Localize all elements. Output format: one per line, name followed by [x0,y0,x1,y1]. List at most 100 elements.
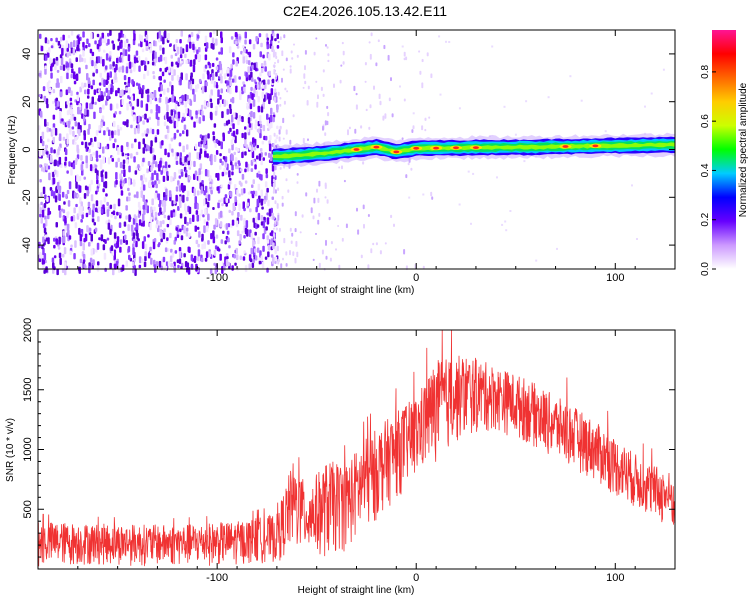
noise-cell [260,160,263,166]
snr-x-ticks: -100 0 100 [37,330,676,584]
noise-cell [142,184,146,191]
noise-cell [157,106,161,114]
noise-cell [94,164,98,168]
noise-cell [184,173,188,178]
noise-cell [214,218,218,226]
noise-cell [86,73,89,81]
noise-cell [117,129,120,136]
noise-cell [72,139,75,145]
noise-cell [250,71,253,79]
noise-cell [210,43,213,49]
noise-cell [100,91,103,96]
noise-cell [48,172,51,181]
noise-cell [132,232,136,241]
noise-cell [158,242,161,246]
noise-cell [159,220,162,228]
noise-cell [364,62,367,66]
noise-cell [179,152,182,159]
noise-cell [251,262,255,268]
noise-cell [38,149,42,157]
noise-cell [273,171,276,178]
noise-cell [266,217,270,225]
noise-cell [220,31,223,39]
noise-cell [164,56,168,65]
noise-cell [242,55,245,64]
noise-cell [236,45,240,49]
noise-cell [150,109,153,114]
noise-cell [322,69,325,73]
noise-cell [92,259,95,266]
noise-cell [254,81,258,85]
noise-cell [259,72,262,77]
noise-cell [147,252,151,259]
noise-cell [98,125,101,131]
noise-cell [206,169,210,178]
noise-cell [143,261,147,268]
noise-cell [83,176,86,180]
noise-cell [272,112,275,115]
noise-cell [81,214,84,219]
noise-cell [273,238,276,241]
noise-cell [210,233,213,240]
noise-cell [232,52,235,58]
noise-cell [274,62,276,64]
noise-cell [171,152,175,157]
noise-cell [121,99,124,106]
noise-cell [134,170,138,175]
noise-cell [64,156,68,162]
noise-cell [262,124,266,132]
noise-cell [266,113,269,120]
noise-cell [75,57,78,62]
noise-cell [66,133,69,140]
noise-cell [57,246,61,250]
noise-cell [143,73,146,80]
noise-cell [70,90,73,96]
noise-cell [91,209,95,218]
noise-cell [117,157,120,163]
snr-y-label: SNR (10 * v/v) [5,418,16,482]
noise-cell [38,125,41,131]
noise-cell [243,235,246,239]
noise-cell [253,248,257,253]
noise-cell [111,130,114,136]
noise-cell [38,203,41,208]
noise-cell [246,202,250,207]
noise-cell [184,162,187,166]
noise-cell [42,186,46,195]
noise-cell [90,248,94,256]
noise-cell [84,108,87,116]
noise-cell [316,101,319,108]
noise-cell [401,45,404,48]
noise-cell [270,88,274,96]
noise-cell [90,85,94,90]
noise-cell [196,203,199,210]
noise-cell [215,38,218,46]
noise-cell [189,84,193,91]
noise-cell [50,45,54,49]
noise-cell [109,136,112,141]
noise-cell [111,158,114,162]
noise-cell [369,104,372,109]
x-tick-label: 100 [606,572,624,584]
noise-cell [198,116,202,124]
noise-cell [184,216,187,225]
noise-cell [205,225,209,232]
noise-cell [151,148,155,153]
noise-cell [215,150,219,155]
noise-cell [235,32,238,38]
noise-cell [225,223,229,230]
noise-cell [127,95,130,99]
noise-cell [254,190,258,197]
noise-cell [124,49,128,56]
noise-cell [204,54,208,61]
noise-cell [131,106,135,110]
noise-cell [73,80,77,85]
noise-cell [181,116,185,121]
noise-cell [113,203,116,210]
noise-cell [175,100,178,104]
noise-cell [101,95,104,101]
noise-cell [178,142,182,147]
noise-cell [272,182,275,189]
noise-cell [56,268,59,276]
